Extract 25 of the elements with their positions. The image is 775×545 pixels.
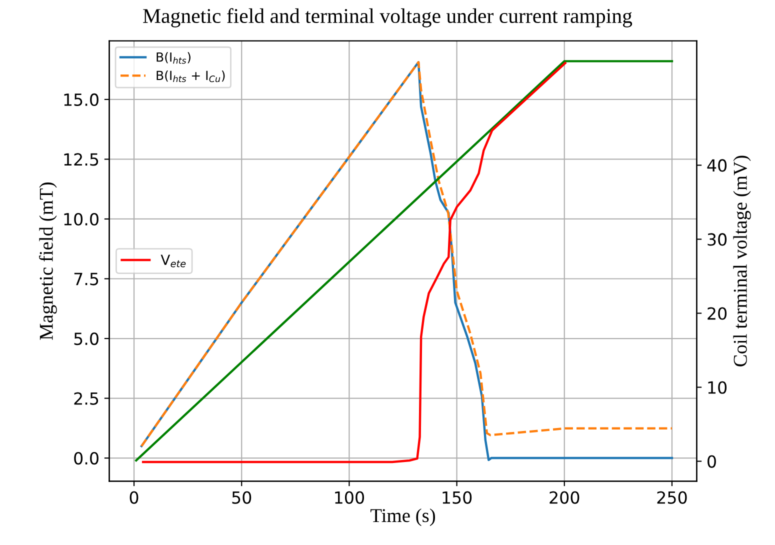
y2-tick-label: 10 <box>708 381 727 394</box>
x-tick-label: 50 <box>232 491 252 504</box>
legend-label: B(I$_{hts}$) <box>156 52 190 64</box>
y2-axis-title: Coil terminal voltage (mV) <box>733 156 751 366</box>
y2-tick-label: 0 <box>708 455 716 468</box>
y2-tick-label: 30 <box>708 233 727 246</box>
y-tick-label: 2.5 <box>74 392 98 405</box>
y-tick-label: 0.0 <box>74 452 98 465</box>
y-tick-label: 15.0 <box>64 93 98 106</box>
y-tick-label: 7.5 <box>74 272 98 286</box>
x-tick-label: 150 <box>442 491 472 504</box>
x-tick-label: 250 <box>657 491 687 504</box>
x-axis-title: Time (s) <box>370 508 436 526</box>
y-axis-title: Magnetic field (mT) <box>39 182 57 340</box>
x-tick-label: 0 <box>130 491 138 504</box>
chart-title: Magnetic field and terminal voltage under current ramping <box>143 8 632 28</box>
legend-label: B(I$_{hts}$ + I$_{Cu}$) <box>156 70 225 82</box>
y-tick-label: 12.5 <box>64 153 98 166</box>
legend-label: V$_{ete}$ <box>160 254 186 268</box>
x-tick-label: 100 <box>335 491 364 504</box>
y-tick-label: 5.0 <box>74 332 98 346</box>
y2-tick-label: 20 <box>708 307 727 320</box>
x-tick-label: 200 <box>550 491 580 504</box>
y2-tick-label: 40 <box>707 159 727 172</box>
y-tick-label: 10.0 <box>64 212 98 226</box>
